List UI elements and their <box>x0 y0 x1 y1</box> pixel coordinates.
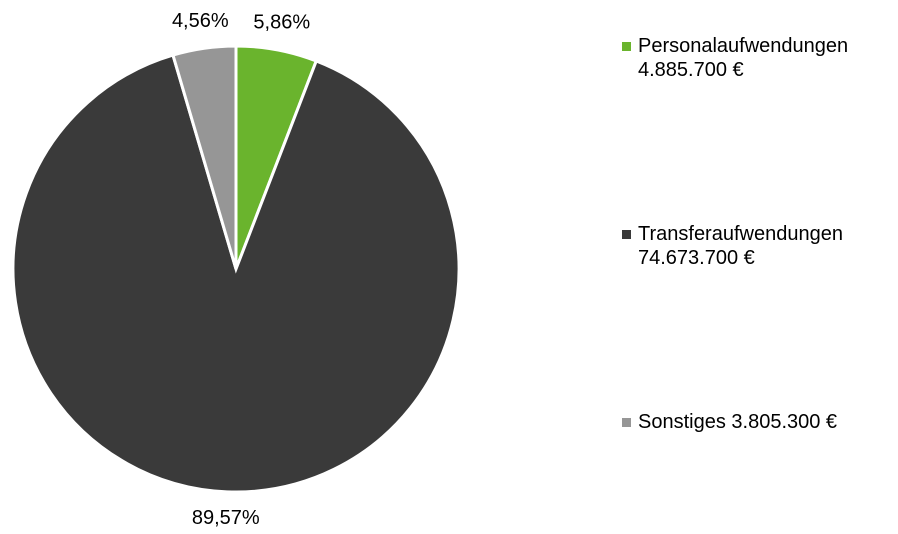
legend-swatch <box>622 418 631 427</box>
data-label: 4,56% <box>172 10 229 32</box>
pie-slice <box>171 44 238 270</box>
legend-item: Transferaufwendungen 74.673.700 € <box>622 222 892 270</box>
legend-swatch <box>622 230 631 239</box>
data-label: 89,57% <box>192 507 260 529</box>
legend-item: Personalaufwendungen 4.885.700 € <box>622 34 892 82</box>
pie-slice <box>11 53 461 494</box>
legend-label: Sonstiges 3.805.300 € <box>638 411 838 433</box>
legend-label: Transferaufwendungen 74.673.700 € <box>638 223 843 269</box>
legend-swatch <box>622 42 631 51</box>
legend-item: Sonstiges 3.805.300 € <box>622 410 892 434</box>
legend-label: Personalaufwendungen 4.885.700 € <box>638 35 849 81</box>
data-label: 5,86% <box>253 12 310 34</box>
